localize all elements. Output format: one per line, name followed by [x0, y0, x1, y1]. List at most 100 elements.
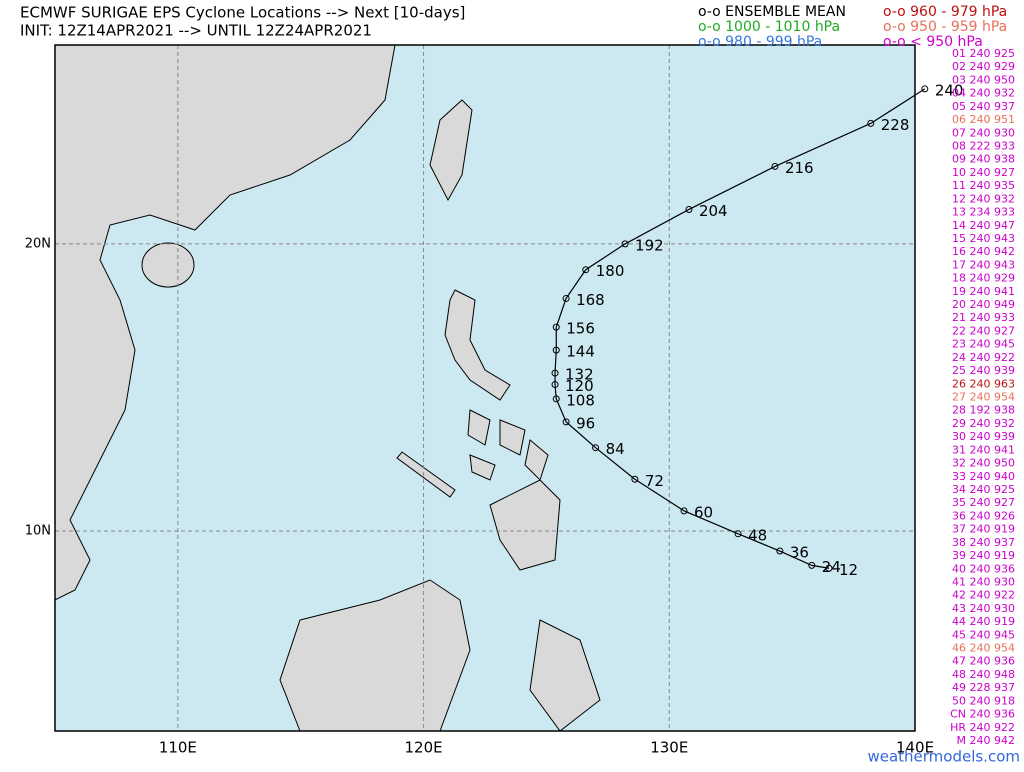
lead-hour-label: 192 — [635, 236, 664, 254]
lead-hour-label: 84 — [606, 440, 625, 458]
mean-track-point — [685, 205, 693, 213]
member-entry: 07 240 930 — [952, 126, 1015, 139]
mean-track-point — [552, 323, 560, 331]
member-entry: 05 240 937 — [952, 100, 1015, 113]
member-entry: 42 240 922 — [952, 589, 1015, 602]
member-entry: 01 240 925 — [952, 47, 1015, 60]
member-entry: 12 240 932 — [952, 192, 1015, 205]
mean-track-point — [771, 162, 779, 170]
member-entry: 38 240 937 — [952, 536, 1015, 549]
lead-hour-label: 48 — [748, 526, 767, 544]
palawan — [396, 451, 456, 498]
legend-entry: o-o < 950 hPa — [883, 34, 983, 50]
member-entry: 32 240 950 — [952, 457, 1015, 470]
mean-track-point — [592, 444, 600, 452]
legend-entry: o-o 1000 - 1010 hPa — [698, 19, 840, 35]
member-entry: 50 240 918 — [952, 694, 1015, 707]
member-entry: 09 240 938 — [952, 153, 1015, 166]
sulawesi — [529, 619, 601, 732]
mean-track-point — [562, 294, 570, 302]
member-entry: 24 240 922 — [952, 351, 1015, 364]
lead-hour-label: 168 — [576, 291, 605, 309]
member-entry: 08 222 933 — [952, 139, 1015, 152]
member-entry: 49 228 937 — [952, 681, 1015, 694]
legend-entry: o-o 980 - 999 hPa — [698, 34, 822, 50]
legend-entry: o-o 960 - 979 hPa — [883, 4, 1007, 20]
member-entry: 14 240 947 — [952, 219, 1015, 232]
member-entry: 48 240 948 — [952, 668, 1015, 681]
lead-hour-label: 24 — [822, 558, 841, 576]
member-entry: 11 240 935 — [952, 179, 1015, 192]
member-entry: 39 240 919 — [952, 549, 1015, 562]
member-entry: 03 240 950 — [952, 73, 1015, 86]
mean-track-point — [551, 369, 559, 377]
lead-hour-label: 12 — [839, 561, 858, 579]
hainan — [141, 242, 195, 288]
visayas — [467, 409, 549, 481]
member-entry: 41 240 930 — [952, 575, 1015, 588]
x-tick-label: 140E — [896, 739, 934, 757]
member-entry: 06 240 951 — [952, 113, 1015, 126]
lead-hour-label: 60 — [694, 503, 713, 521]
map-frame — [54, 44, 916, 732]
x-tick-label: 130E — [650, 739, 688, 757]
member-entry: 36 240 926 — [952, 509, 1015, 522]
mean-track-point — [552, 346, 560, 354]
member-entry: 19 240 941 — [952, 285, 1015, 298]
land — [54, 44, 601, 732]
member-entry: 31 240 941 — [952, 443, 1015, 456]
mean-track-point — [867, 119, 875, 127]
member-entry: 21 240 933 — [952, 311, 1015, 324]
lead-hour-label: 72 — [645, 472, 664, 490]
member-entry: 18 240 929 — [952, 272, 1015, 285]
mean-track-point — [734, 530, 742, 538]
member-entry: 10 240 927 — [952, 166, 1015, 179]
lead-hour-label: 36 — [790, 544, 809, 562]
mainland — [54, 44, 396, 601]
mindanao — [489, 479, 561, 571]
legend-entry: o-o ENSEMBLE MEAN — [698, 4, 846, 20]
member-entry: 37 240 919 — [952, 523, 1015, 536]
member-entry: 47 240 936 — [952, 655, 1015, 668]
member-entry: 04 240 932 — [952, 87, 1015, 100]
x-tick-label: 110E — [159, 739, 197, 757]
member-entry: 22 240 927 — [952, 324, 1015, 337]
mean-track-point — [631, 475, 639, 483]
member-entry: 29 240 932 — [952, 417, 1015, 430]
y-tick-label: 20N — [25, 236, 51, 251]
credit: weathermodels.com — [867, 748, 1020, 766]
member-entry: 34 240 925 — [952, 483, 1015, 496]
mean-track-point — [552, 395, 560, 403]
y-tick-label: 10N — [25, 523, 51, 538]
member-entry: 44 240 919 — [952, 615, 1015, 628]
lead-hour-label: 216 — [785, 159, 814, 177]
member-entry: 02 240 929 — [952, 60, 1015, 73]
member-entry: 40 240 936 — [952, 562, 1015, 575]
lead-hour-label: 180 — [596, 262, 625, 280]
lead-hour-label: 156 — [566, 320, 595, 338]
member-entry: 35 240 927 — [952, 496, 1015, 509]
mean-track-point — [680, 507, 688, 515]
member-entry: HR 240 922 — [950, 721, 1015, 734]
member-entry: 20 240 949 — [952, 298, 1015, 311]
lead-hour-label: 204 — [699, 202, 728, 220]
mean-track-line — [554, 88, 926, 569]
lead-hour-label: 96 — [576, 414, 595, 432]
member-entry: 16 240 942 — [952, 245, 1015, 258]
member-entry: 45 240 945 — [952, 628, 1015, 641]
lead-hour-label: 240 — [935, 81, 964, 99]
member-entry: 17 240 943 — [952, 258, 1015, 271]
member-entry: CN 240 936 — [950, 708, 1015, 721]
lead-hour-label: 144 — [566, 343, 595, 361]
mean-track-point — [582, 266, 590, 274]
member-entry: 25 240 939 — [952, 364, 1015, 377]
member-entry: 43 240 930 — [952, 602, 1015, 615]
mean-track-point — [776, 547, 784, 555]
lead-hour-label: 108 — [566, 391, 595, 409]
subtitle: INIT: 12Z14APR2021 --> UNTIL 12Z24APR202… — [20, 22, 372, 40]
title: ECMWF SURIGAE EPS Cyclone Locations --> … — [20, 4, 465, 22]
member-entry: 15 240 943 — [952, 232, 1015, 245]
member-entry: M 240 942 — [957, 734, 1015, 747]
